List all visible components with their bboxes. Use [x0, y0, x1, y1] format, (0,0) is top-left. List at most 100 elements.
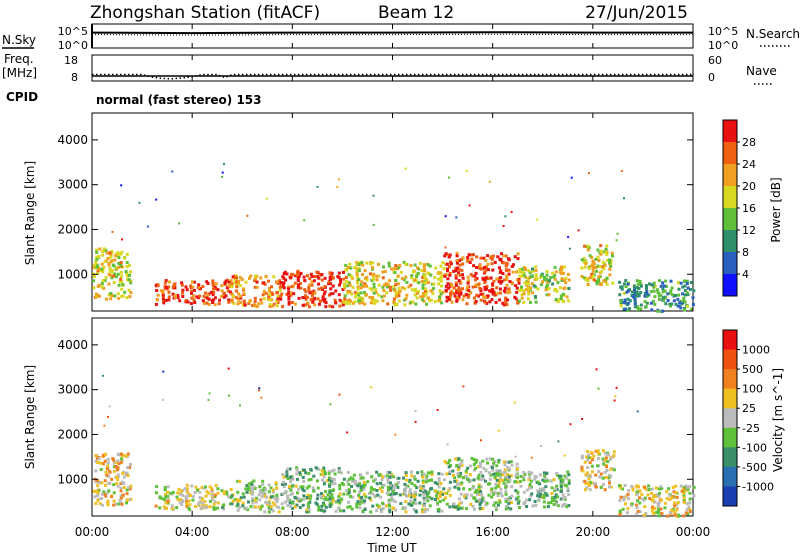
heatmap-cell: [452, 502, 456, 506]
heatmap-cell: [191, 495, 195, 498]
heatmap-cell: [544, 288, 548, 292]
heatmap-cell: [338, 469, 341, 473]
heatmap-cell: [347, 477, 351, 481]
heatmap-cell: [155, 491, 158, 495]
heatmap-cell: [662, 299, 666, 303]
heatmap-cell: [286, 498, 290, 502]
heatmap-cell: [591, 458, 594, 462]
heatmap-cell: [166, 497, 170, 501]
heatmap-cell: [560, 272, 564, 276]
heatmap-cell: [584, 473, 588, 477]
heatmap-cell: [547, 279, 551, 283]
heatmap-cell: [473, 497, 477, 501]
heatmap-cell: [499, 476, 503, 480]
heatmap-cell: [358, 301, 362, 305]
heatmap-cell: [299, 485, 303, 489]
heatmap-cell: [112, 499, 116, 503]
heatmap-cell: [271, 509, 275, 513]
heatmap-cell: [428, 504, 432, 508]
heatmap-cell: [495, 292, 499, 296]
heatmap-cell: [129, 291, 133, 295]
heatmap-cell: [639, 291, 643, 294]
heatmap-cell: [497, 481, 501, 485]
heatmap-cell: [596, 264, 600, 268]
heatmap-cell: [471, 504, 475, 508]
heatmap-cell: [167, 285, 171, 289]
heatmap-cell: [597, 275, 601, 279]
heatmap-cell: [535, 277, 539, 281]
heatmap-cell: [663, 501, 667, 505]
heatmap-cell: [635, 490, 639, 494]
heatmap-cell: [303, 303, 307, 307]
heatmap-cell: [507, 287, 511, 291]
heatmap-cell: [167, 290, 171, 294]
heatmap-cell: [179, 498, 183, 501]
heatmap-cell: [430, 487, 433, 490]
heatmap-cell: [354, 482, 357, 486]
heatmap-cell: [359, 485, 363, 488]
heatmap-cell: [588, 172, 590, 175]
heatmap-cell: [261, 479, 265, 483]
heatmap-cell: [392, 487, 396, 490]
heatmap-cell: [459, 291, 463, 295]
heatmap-cell: [589, 475, 592, 478]
heatmap-cell: [337, 178, 340, 181]
heatmap-cell: [329, 282, 332, 286]
heatmap-cell: [634, 503, 638, 507]
heatmap-cell: [582, 256, 586, 260]
heatmap-cell: [505, 283, 509, 287]
heatmap-cell: [96, 484, 100, 488]
heatmap-cell: [550, 486, 554, 490]
heatmap-cell: [197, 502, 201, 506]
heatmap-cell: [453, 479, 457, 483]
heatmap-cell: [372, 479, 376, 483]
heatmap-cell: [501, 479, 505, 482]
heatmap-cell: [559, 485, 563, 488]
heatmap-cell: [440, 472, 444, 476]
heatmap-cell: [644, 287, 648, 291]
heatmap-cell: [235, 289, 238, 293]
heatmap-cell: [162, 370, 165, 373]
heatmap-cell: [451, 469, 455, 473]
heatmap-cell: [623, 298, 627, 302]
heatmap-cell: [365, 278, 369, 282]
heatmap-cell: [327, 280, 331, 284]
heatmap-cell: [522, 502, 526, 506]
heatmap-cell: [452, 292, 456, 296]
heatmap-cell: [301, 303, 305, 307]
heatmap-cell: [591, 274, 595, 278]
heatmap-cell: [239, 301, 243, 305]
heatmap-cell: [515, 286, 519, 290]
heatmap-cell: [392, 285, 396, 289]
heatmap-cell: [478, 264, 482, 267]
heatmap-cell: [626, 301, 630, 305]
heatmap-cell: [422, 487, 425, 491]
heatmap-cell: [542, 500, 546, 504]
heatmap-cell: [301, 503, 305, 507]
heatmap-cell: [653, 295, 657, 299]
heatmap-cell: [155, 298, 159, 302]
heatmap-cell: [222, 503, 226, 507]
heatmap-cell: [465, 288, 469, 292]
heatmap-cell: [596, 255, 600, 259]
colorbar-tick-label: 1000: [742, 344, 770, 357]
heatmap-cell: [375, 278, 379, 282]
heatmap-cell: [175, 495, 179, 499]
heatmap-cell: [486, 262, 490, 266]
nsearch-label: N.Search: [746, 27, 800, 41]
heatmap-cell: [556, 504, 560, 508]
heatmap-cell: [358, 482, 362, 486]
heatmap-cell: [593, 482, 596, 486]
heatmap-cell: [559, 483, 563, 487]
heatmap-cell: [112, 503, 116, 507]
heatmap-cell: [305, 510, 309, 514]
heatmap-cell: [567, 481, 571, 485]
heatmap-cell: [442, 487, 446, 491]
heatmap-cell: [452, 286, 456, 290]
heatmap-cell: [296, 273, 300, 277]
heatmap-cell: [492, 503, 496, 507]
heatmap-cell: [484, 258, 488, 262]
heatmap-cell: [615, 386, 618, 389]
heatmap-cell: [664, 302, 668, 306]
heatmap-cell: [338, 484, 342, 487]
